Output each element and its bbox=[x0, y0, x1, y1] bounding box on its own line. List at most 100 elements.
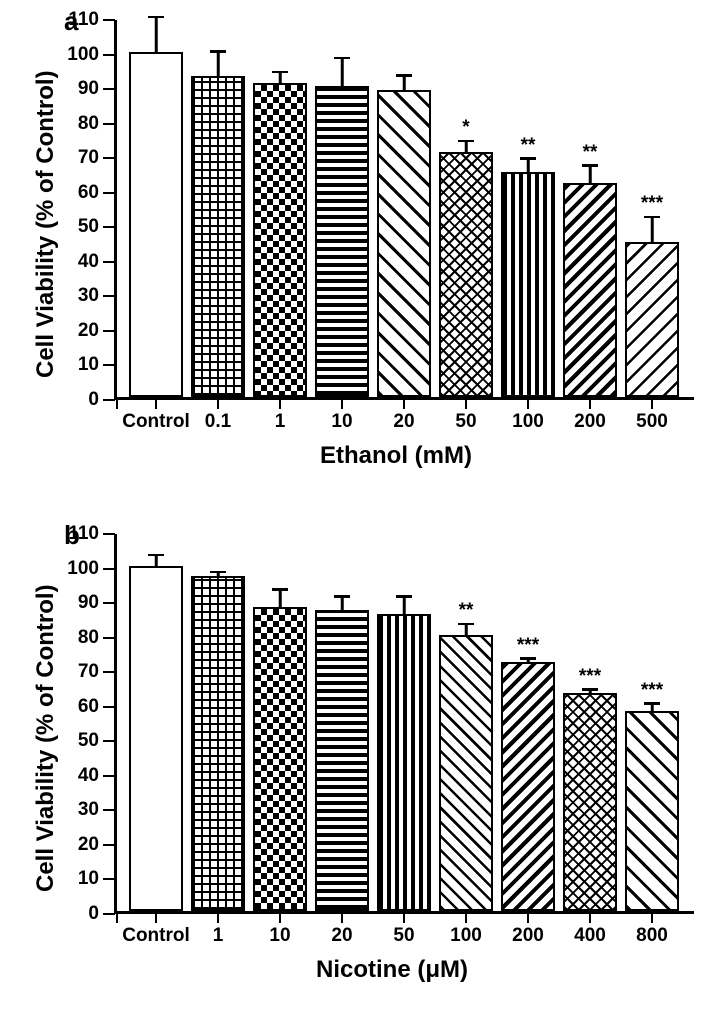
error-bar bbox=[341, 58, 344, 86]
y-tick-label: 100 bbox=[67, 558, 117, 580]
error-cap bbox=[644, 216, 660, 219]
bar-fill bbox=[439, 635, 493, 911]
bar-fill bbox=[377, 90, 431, 397]
error-cap bbox=[644, 702, 660, 705]
bar: ** bbox=[563, 183, 617, 397]
significance-marker: ** bbox=[583, 142, 598, 164]
y-tick-label: 40 bbox=[78, 251, 117, 273]
bar bbox=[253, 607, 307, 911]
bar-fill bbox=[439, 152, 493, 397]
y-tick-label: 100 bbox=[67, 44, 117, 66]
error-cap bbox=[520, 657, 536, 660]
error-cap bbox=[272, 71, 288, 74]
x-axis-title: Ethanol (mM) bbox=[320, 442, 472, 470]
x-tick-label: Control bbox=[122, 911, 190, 947]
x-tick-label: 100 bbox=[512, 397, 544, 433]
significance-marker: ** bbox=[521, 135, 536, 157]
x-tick-label: 500 bbox=[636, 397, 668, 433]
error-bar bbox=[279, 72, 282, 82]
error-bar bbox=[651, 704, 654, 711]
y-tick-label: 70 bbox=[78, 147, 117, 169]
y-tick-label: 30 bbox=[78, 799, 117, 821]
y-tick-label: 60 bbox=[78, 182, 117, 204]
error-cap bbox=[582, 164, 598, 167]
bar bbox=[253, 83, 307, 397]
bar: *** bbox=[625, 242, 679, 397]
bar-fill bbox=[501, 172, 555, 397]
error-cap bbox=[458, 623, 474, 626]
bar bbox=[377, 90, 431, 397]
x-tick bbox=[116, 397, 118, 409]
error-bar bbox=[403, 597, 406, 614]
bar: *** bbox=[625, 711, 679, 911]
error-cap bbox=[582, 688, 598, 691]
significance-marker: * bbox=[462, 117, 469, 139]
bar bbox=[315, 610, 369, 911]
y-tick-label: 10 bbox=[78, 354, 117, 376]
bar-fill bbox=[191, 76, 245, 397]
y-tick-label: 50 bbox=[78, 730, 117, 752]
error-cap bbox=[272, 588, 288, 591]
y-tick-label: 110 bbox=[68, 523, 117, 545]
error-cap bbox=[148, 554, 164, 557]
error-cap bbox=[148, 16, 164, 19]
y-axis-title: Cell Viability (% of Control) bbox=[32, 70, 60, 378]
bar-fill bbox=[501, 662, 555, 911]
y-tick-label: 20 bbox=[78, 320, 117, 342]
bar-fill bbox=[129, 52, 183, 397]
x-tick-label: 400 bbox=[574, 911, 606, 947]
bar: *** bbox=[563, 693, 617, 911]
y-tick-label: 40 bbox=[78, 765, 117, 787]
bar: ** bbox=[439, 635, 493, 911]
bar: * bbox=[439, 152, 493, 397]
plot-area-b: 0102030405060708090100110Control1102050*… bbox=[114, 534, 694, 914]
bar bbox=[377, 614, 431, 911]
y-tick-label: 80 bbox=[78, 627, 117, 649]
x-tick-label: 20 bbox=[393, 397, 414, 433]
x-tick-label: 100 bbox=[450, 911, 482, 947]
error-cap bbox=[396, 595, 412, 598]
x-tick-label: 1 bbox=[213, 911, 224, 947]
bar-fill bbox=[315, 86, 369, 397]
y-tick-label: 90 bbox=[78, 78, 117, 100]
y-tick-label: 90 bbox=[78, 592, 117, 614]
bar bbox=[191, 76, 245, 397]
y-tick-label: 80 bbox=[78, 113, 117, 135]
error-bar bbox=[465, 141, 468, 151]
bar-fill bbox=[191, 576, 245, 911]
error-bar bbox=[589, 166, 592, 183]
bar-fill bbox=[625, 711, 679, 911]
error-bar bbox=[155, 555, 158, 565]
significance-marker: *** bbox=[517, 635, 539, 657]
error-cap bbox=[210, 50, 226, 53]
bar-fill bbox=[563, 183, 617, 397]
plot-area-a: 0102030405060708090100110Control0.111020… bbox=[114, 20, 694, 400]
error-cap bbox=[334, 595, 350, 598]
y-tick-label: 70 bbox=[78, 661, 117, 683]
bar bbox=[191, 576, 245, 911]
error-cap bbox=[334, 57, 350, 60]
x-tick-label: 20 bbox=[331, 911, 352, 947]
bar bbox=[315, 86, 369, 397]
bar-fill bbox=[377, 614, 431, 911]
y-tick-label: 0 bbox=[88, 389, 117, 411]
error-bar bbox=[527, 159, 530, 173]
bar-fill bbox=[625, 242, 679, 397]
x-tick-label: 10 bbox=[269, 911, 290, 947]
bar-fill bbox=[253, 607, 307, 911]
bar bbox=[129, 566, 183, 911]
bar-fill bbox=[129, 566, 183, 911]
x-tick-label: 1 bbox=[275, 397, 286, 433]
bar-fill bbox=[253, 83, 307, 397]
y-tick-label: 50 bbox=[78, 216, 117, 238]
bar: ** bbox=[501, 172, 555, 397]
error-bar bbox=[341, 597, 344, 611]
error-bar bbox=[651, 217, 654, 241]
error-cap bbox=[520, 157, 536, 160]
bar-fill bbox=[315, 610, 369, 911]
x-tick-label: 800 bbox=[636, 911, 668, 947]
y-tick-label: 0 bbox=[88, 903, 117, 925]
significance-marker: *** bbox=[641, 193, 663, 215]
significance-marker: ** bbox=[459, 600, 474, 622]
bar bbox=[129, 52, 183, 397]
